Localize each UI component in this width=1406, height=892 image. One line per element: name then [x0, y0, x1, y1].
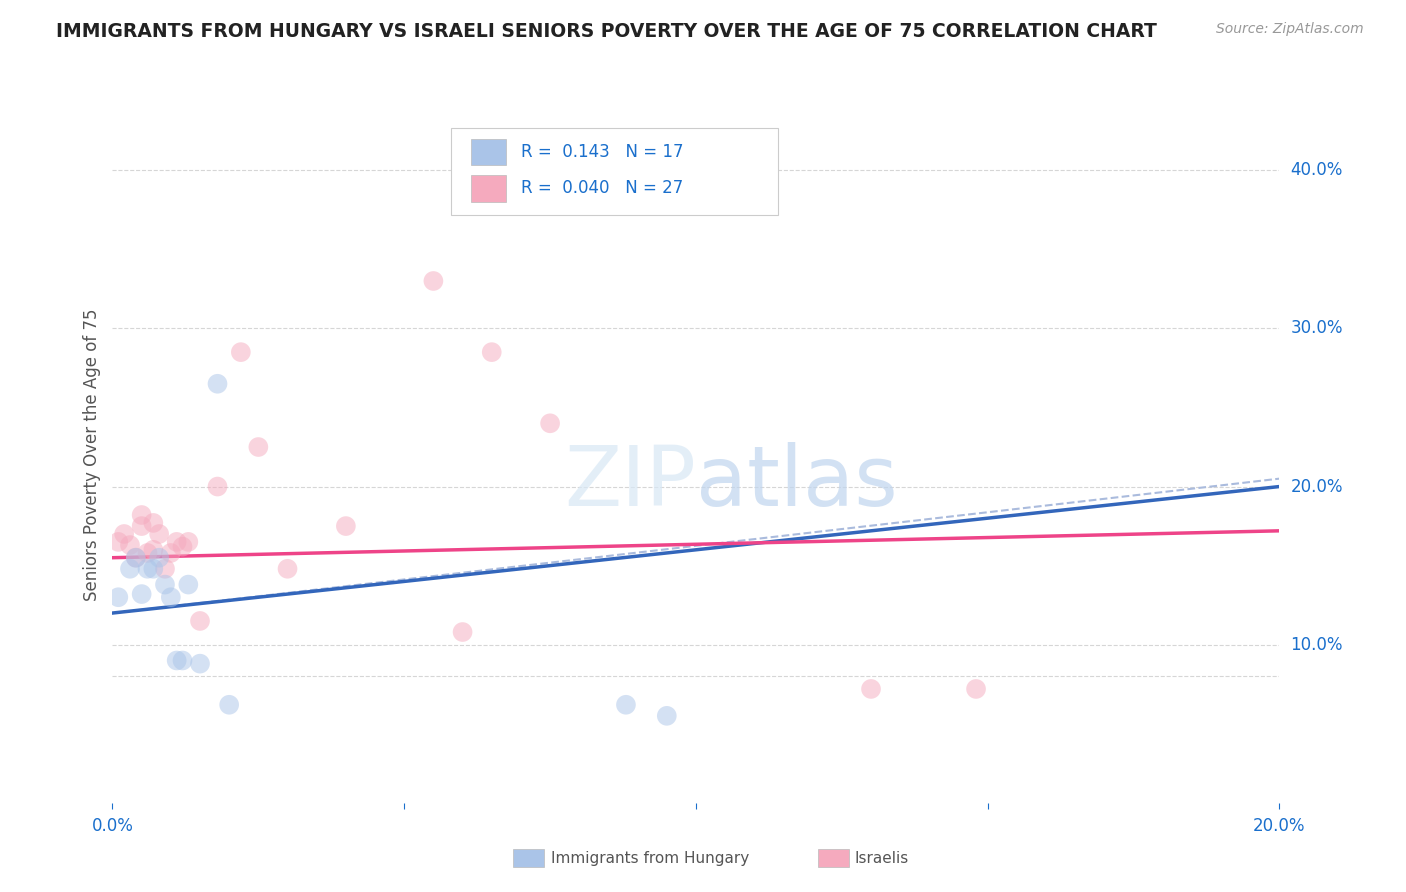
Text: 20.0%: 20.0%: [1291, 477, 1343, 496]
Point: [207, 479, 229, 493]
Point: [177, 577, 200, 591]
Text: 30.0%: 30.0%: [1291, 319, 1343, 337]
Text: IMMIGRANTS FROM HUNGARY VS ISRAELI SENIORS POVERTY OVER THE AGE OF 75 CORRELATIO: IMMIGRANTS FROM HUNGARY VS ISRAELI SENIO…: [56, 22, 1157, 41]
FancyBboxPatch shape: [471, 175, 506, 202]
Text: Source: ZipAtlas.com: Source: ZipAtlas.com: [1216, 22, 1364, 37]
Point: [136, 546, 159, 560]
Point: [166, 653, 188, 667]
Text: ZIP: ZIP: [564, 442, 696, 524]
Point: [172, 540, 194, 554]
FancyBboxPatch shape: [471, 139, 506, 166]
Point: [859, 681, 883, 696]
Point: [218, 698, 240, 712]
Point: [148, 550, 170, 565]
Point: [166, 534, 188, 549]
Point: [131, 508, 153, 522]
Point: [177, 534, 200, 549]
Point: [188, 657, 211, 671]
Point: [172, 653, 194, 667]
Text: atlas: atlas: [696, 442, 897, 524]
Point: [118, 562, 141, 576]
Point: [142, 562, 165, 576]
Point: [148, 527, 170, 541]
Point: [131, 519, 153, 533]
Point: [160, 546, 183, 560]
Point: [160, 591, 183, 605]
Point: [965, 681, 987, 696]
Point: [614, 698, 637, 712]
Text: Israelis: Israelis: [855, 851, 910, 865]
Point: [125, 550, 148, 565]
Text: R =  0.040   N = 27: R = 0.040 N = 27: [520, 179, 683, 197]
Point: [107, 534, 129, 549]
Point: [276, 562, 298, 576]
Point: [538, 417, 561, 431]
Text: 10.0%: 10.0%: [1291, 636, 1343, 654]
Point: [153, 562, 176, 576]
Point: [207, 376, 229, 391]
Point: [188, 614, 211, 628]
Text: Immigrants from Hungary: Immigrants from Hungary: [551, 851, 749, 865]
Point: [142, 542, 165, 557]
Point: [451, 625, 474, 640]
Point: [131, 587, 153, 601]
Point: [125, 550, 148, 565]
Point: [481, 345, 503, 359]
Text: R =  0.143   N = 17: R = 0.143 N = 17: [520, 144, 683, 161]
Point: [422, 274, 444, 288]
Point: [153, 577, 176, 591]
Point: [118, 538, 141, 552]
Point: [142, 516, 165, 530]
Text: 40.0%: 40.0%: [1291, 161, 1343, 179]
Point: [655, 708, 678, 723]
Point: [229, 345, 252, 359]
Point: [335, 519, 357, 533]
Point: [112, 527, 135, 541]
Point: [136, 562, 159, 576]
Point: [107, 591, 129, 605]
FancyBboxPatch shape: [451, 128, 778, 215]
Y-axis label: Seniors Poverty Over the Age of 75: Seniors Poverty Over the Age of 75: [83, 309, 101, 601]
Point: [247, 440, 270, 454]
